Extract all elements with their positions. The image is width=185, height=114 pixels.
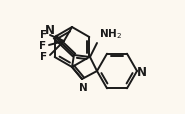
Text: N: N <box>45 23 55 36</box>
Text: N: N <box>79 82 87 92</box>
Text: F: F <box>39 41 46 51</box>
Text: F: F <box>40 30 47 40</box>
Text: F: F <box>40 52 47 61</box>
Text: N: N <box>137 65 147 78</box>
Text: NH$_2$: NH$_2$ <box>99 27 122 41</box>
